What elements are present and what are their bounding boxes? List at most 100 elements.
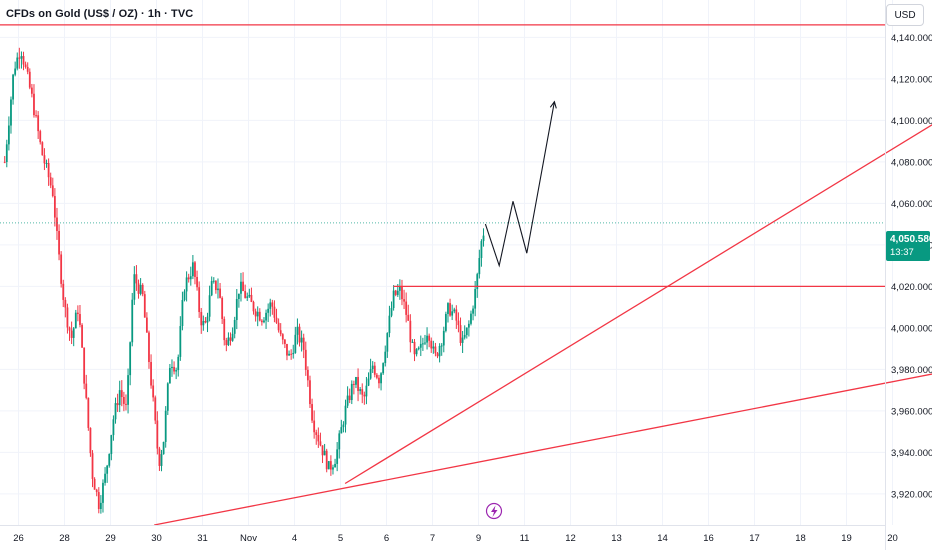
time-tick-label: 4 — [292, 533, 297, 544]
candle-body — [292, 353, 294, 354]
candle-body — [4, 162, 6, 163]
candle-body — [255, 311, 257, 316]
candle-body — [146, 318, 148, 333]
candle-body — [188, 277, 190, 279]
candle-body — [420, 344, 422, 348]
candle-body — [27, 67, 29, 72]
candle-body — [125, 404, 127, 405]
candle-body — [18, 58, 20, 59]
price-tick-label: 4,060.000 — [891, 199, 932, 210]
candle-body — [140, 285, 142, 294]
candle-body — [58, 231, 60, 254]
candle-body — [432, 347, 434, 349]
candle-body — [441, 345, 443, 346]
last-price-value: 4,050.580 — [890, 233, 928, 246]
candle-body — [238, 294, 240, 299]
candle-body — [184, 291, 186, 300]
candle-body — [213, 281, 215, 282]
candle-body — [165, 411, 167, 442]
candle-body — [244, 291, 246, 298]
candle-body — [48, 163, 50, 177]
candle-body — [182, 300, 184, 326]
candle-body — [106, 466, 108, 474]
candle-body — [186, 277, 188, 291]
candle-body — [451, 311, 453, 315]
candle-body — [169, 368, 171, 383]
candle-body — [192, 262, 194, 276]
candle-body — [142, 285, 144, 294]
currency-button[interactable]: USD — [886, 4, 924, 26]
candle-body — [464, 335, 466, 338]
candle-body — [177, 357, 179, 370]
candle-body — [144, 294, 146, 317]
candle-body — [75, 313, 77, 329]
time-tick-label: 20 — [887, 533, 898, 544]
candle-body — [150, 362, 152, 385]
candle-body — [152, 386, 154, 398]
candle-body — [67, 307, 69, 327]
time-tick-label: 14 — [657, 533, 668, 544]
candle-body — [351, 384, 353, 400]
grid-lines — [0, 0, 893, 525]
symbol-title[interactable]: CFDs on Gold (US$ / OZ) · 1h · TVC — [6, 8, 193, 20]
candle-body — [81, 325, 83, 348]
candle-body — [251, 295, 253, 302]
candle-body — [353, 384, 355, 385]
candle-body — [449, 303, 451, 316]
candle-body — [127, 375, 129, 405]
candle-body — [257, 312, 259, 317]
candle-body — [69, 327, 71, 330]
candle-body — [253, 302, 255, 311]
time-tick-label: 13 — [611, 533, 622, 544]
candle-body — [98, 492, 100, 509]
candle-body — [33, 94, 35, 115]
candle-body — [225, 340, 227, 345]
candle-body — [236, 299, 238, 320]
candle-body — [462, 338, 464, 343]
candle-body — [10, 99, 12, 125]
candle-body — [108, 454, 110, 466]
price-tick-label: 4,020.000 — [891, 282, 932, 293]
candle-body — [161, 454, 163, 466]
candle-body — [46, 163, 48, 164]
candle-body — [418, 348, 420, 349]
candle-body — [363, 395, 365, 397]
time-tick-label: 29 — [105, 533, 116, 544]
candle-body — [299, 327, 301, 343]
candle-body — [29, 72, 31, 88]
candle-body — [384, 352, 386, 363]
candle-body — [83, 348, 85, 384]
candle-body — [154, 397, 156, 420]
lightning-icon[interactable] — [487, 504, 502, 519]
time-tick-label: 17 — [749, 533, 760, 544]
candle-body — [196, 277, 198, 287]
candle-body — [31, 88, 33, 94]
candle-body — [347, 396, 349, 406]
candle-body — [60, 254, 62, 283]
candle-body — [219, 289, 221, 298]
candle-body — [374, 366, 376, 375]
time-tick-label: 19 — [841, 533, 852, 544]
candle-body — [87, 398, 89, 428]
candle-body — [382, 363, 384, 373]
candle-body — [263, 320, 265, 322]
candle-body — [228, 337, 230, 345]
candle-body — [405, 302, 407, 315]
candle-body — [54, 196, 56, 217]
candle-body — [361, 389, 363, 395]
candle-body — [366, 386, 368, 397]
candle-body — [294, 335, 296, 353]
candle-body — [303, 338, 305, 350]
candle-body — [215, 281, 217, 290]
time-tick-label: 18 — [795, 533, 806, 544]
candle-body — [445, 314, 447, 331]
candle-body — [322, 445, 324, 455]
candle-body — [311, 404, 313, 421]
price-tick-label: 4,000.000 — [891, 323, 932, 334]
candle-body — [280, 330, 282, 334]
candle-body — [332, 467, 334, 469]
candle-body — [284, 340, 286, 344]
